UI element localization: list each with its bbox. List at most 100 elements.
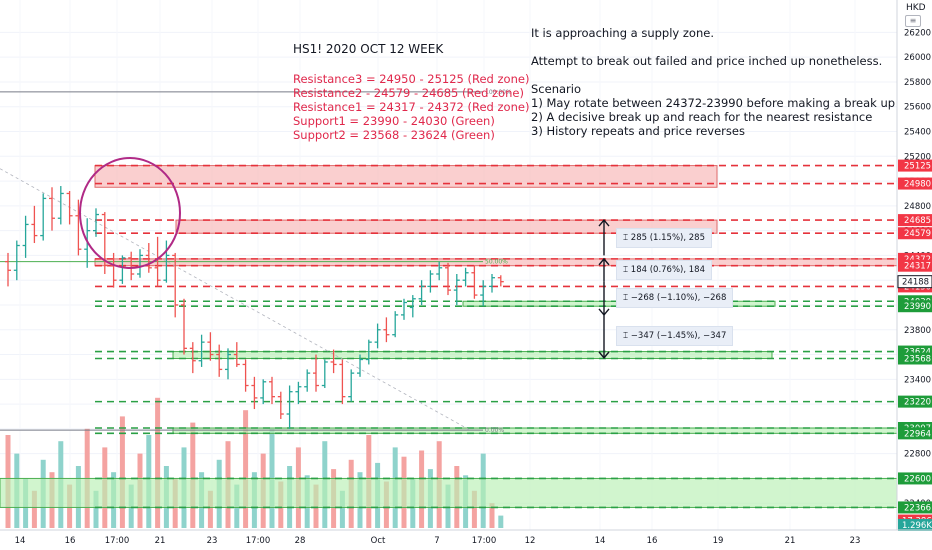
zone-resistance3 xyxy=(94,165,718,188)
volume-bar xyxy=(155,397,161,528)
level-tag: 22600 xyxy=(904,474,931,484)
price-tag: 1.296K xyxy=(902,521,932,531)
price-tick-label: 26000 xyxy=(904,53,931,63)
price-tick-label: 23800 xyxy=(904,326,931,336)
zones xyxy=(0,165,898,508)
measure-arrowhead xyxy=(598,351,610,359)
fib-label: 50.00% xyxy=(485,259,508,266)
zone-line: Resistance1 = 24317 - 24372 (Red zone) xyxy=(293,100,530,114)
zone-line: Support1 = 23990 - 24030 (Green) xyxy=(293,114,495,128)
volume-bar xyxy=(498,515,504,528)
time-tick-label: 21 xyxy=(155,536,166,546)
time-tick-label: 12 xyxy=(525,536,536,546)
level-tag: 23220 xyxy=(904,398,931,408)
volume-bar xyxy=(190,422,196,528)
commentary-line xyxy=(531,68,895,82)
level-tag-bg xyxy=(898,214,932,227)
fib-levels: 100.00% 50.00% 0.00% xyxy=(0,89,512,434)
level-tag-bg xyxy=(898,352,932,365)
time-tick-label: 23 xyxy=(850,536,861,546)
level-tag: 22366 xyxy=(904,503,931,513)
price-tag-bg xyxy=(897,275,932,289)
measure-arrowhead xyxy=(598,257,610,266)
measure-arrows xyxy=(598,219,610,359)
annotation-title: HS1! 2020 OCT 12 WEEK xyxy=(293,42,444,56)
commentary-line: 1) May rotate between 24372-23990 before… xyxy=(531,96,896,110)
price-tick-label: 25400 xyxy=(904,128,931,138)
commentary-line: Attempt to break out failed and price in… xyxy=(531,54,883,68)
zone-line: Resistance3 = 24950 - 25125 (Red zone) xyxy=(293,72,530,86)
currency-label: HKD xyxy=(906,3,926,13)
price-tick-label: 25800 xyxy=(904,78,931,88)
time-tick-label: 17:00 xyxy=(105,536,130,546)
time-tick-label: 28 xyxy=(295,536,306,546)
price-tag: 24188 xyxy=(902,278,929,288)
time-tick-label: 7 xyxy=(434,536,439,546)
highlight-circle xyxy=(79,157,181,269)
volume-bar xyxy=(243,410,249,528)
level-tag: 24980 xyxy=(904,180,931,190)
commentary-line: 2) A decisive break up and reach for the… xyxy=(531,110,873,124)
volume-bars xyxy=(5,397,504,528)
level-tag-bg xyxy=(898,300,932,313)
volume-bar xyxy=(93,490,99,528)
level-tag-bg xyxy=(898,159,932,172)
price-tick-label: 25600 xyxy=(904,103,931,113)
volume-bar xyxy=(339,490,345,528)
zone-line: Resistance2 - 24579 - 24685 (Red zone) xyxy=(293,86,524,100)
commentary-line xyxy=(531,40,895,54)
measure-label: ⌶ 285 (1.15%), 285 xyxy=(616,227,712,248)
zone-list: Resistance3 = 24950 - 25125 (Red zone) Re… xyxy=(293,72,529,142)
measure-label: ⌶ −268 (−1.10%), −268 xyxy=(616,288,734,309)
commentary-line: 3) History repeats and price reverses xyxy=(531,124,745,138)
price-tag-bg xyxy=(898,518,932,531)
price-axis: 2620026000258002560025400252002500024800… xyxy=(896,0,932,531)
price-tick-label: 26200 xyxy=(904,28,931,38)
fib-label: 0.00% xyxy=(485,427,504,434)
time-tick-label: Oct xyxy=(371,536,386,546)
level-tag: 24579 xyxy=(904,229,931,239)
commentary-line: Scenario xyxy=(531,82,581,96)
price-tick-label: 24800 xyxy=(904,202,931,212)
measure-label: ⌶ −347 (−1.45%), −347 xyxy=(616,326,734,347)
level-tag: 25125 xyxy=(904,162,931,172)
time-tick-label: 23 xyxy=(207,536,218,546)
level-tag-bg xyxy=(898,427,932,440)
zone-line: Support2 = 23568 - 23624 (Green) xyxy=(293,128,495,142)
price-tick-label: 23400 xyxy=(904,375,931,385)
candles xyxy=(5,186,504,429)
level-tag: 23568 xyxy=(904,355,931,365)
fib-label: 100.00% xyxy=(485,89,512,96)
volume-bar xyxy=(207,490,213,528)
time-tick-label: 21 xyxy=(785,536,796,546)
time-tick-label: 14 xyxy=(15,536,26,546)
volume-bar xyxy=(119,416,125,528)
time-tick-label: 16 xyxy=(65,536,76,546)
level-tag-bg xyxy=(898,259,932,272)
volume-bar xyxy=(31,490,37,528)
time-tick-label: 17:00 xyxy=(246,536,271,546)
settings-icon[interactable]: ≡ xyxy=(905,15,921,27)
zone-support2 xyxy=(172,351,773,360)
level-lines xyxy=(95,164,897,509)
time-tick-label: 19 xyxy=(713,536,724,546)
level-tag-bg xyxy=(898,501,932,514)
measure-arrowhead xyxy=(598,219,610,227)
time-tick-label: 17:00 xyxy=(472,536,497,546)
level-tag-bg xyxy=(898,177,932,190)
zone-support4 xyxy=(0,477,898,508)
commentary-line: It is approaching a supply zone. xyxy=(531,26,714,40)
time-tick-label: 16 xyxy=(647,536,658,546)
volume-bar xyxy=(489,503,495,528)
level-tag: 24317 xyxy=(904,262,931,272)
time-axis: 14 16 17:00 21 23 17:00 28 Oct 7 17:00 12 14 16 19 21 2… xyxy=(0,529,932,546)
price-tick-label: 22800 xyxy=(904,450,931,460)
level-tag: 22964 xyxy=(904,429,931,439)
level-tag: 23990 xyxy=(904,302,931,312)
time-tick-label: 14 xyxy=(595,536,606,546)
commentary: It is approaching a supply zone. Attempt … xyxy=(531,26,895,138)
price-tick-label: 25200 xyxy=(904,152,931,162)
volume-bar xyxy=(471,490,477,528)
level-tag-bg xyxy=(898,395,932,408)
